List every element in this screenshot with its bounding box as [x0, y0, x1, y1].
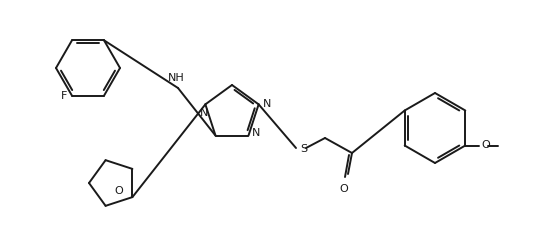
Text: NH: NH — [167, 73, 184, 83]
Text: O: O — [481, 141, 490, 150]
Text: S: S — [300, 144, 307, 154]
Text: O: O — [115, 187, 124, 196]
Text: N: N — [200, 108, 208, 118]
Text: N: N — [252, 128, 260, 138]
Text: N: N — [263, 99, 271, 109]
Text: O: O — [340, 184, 348, 194]
Text: F: F — [61, 91, 67, 101]
